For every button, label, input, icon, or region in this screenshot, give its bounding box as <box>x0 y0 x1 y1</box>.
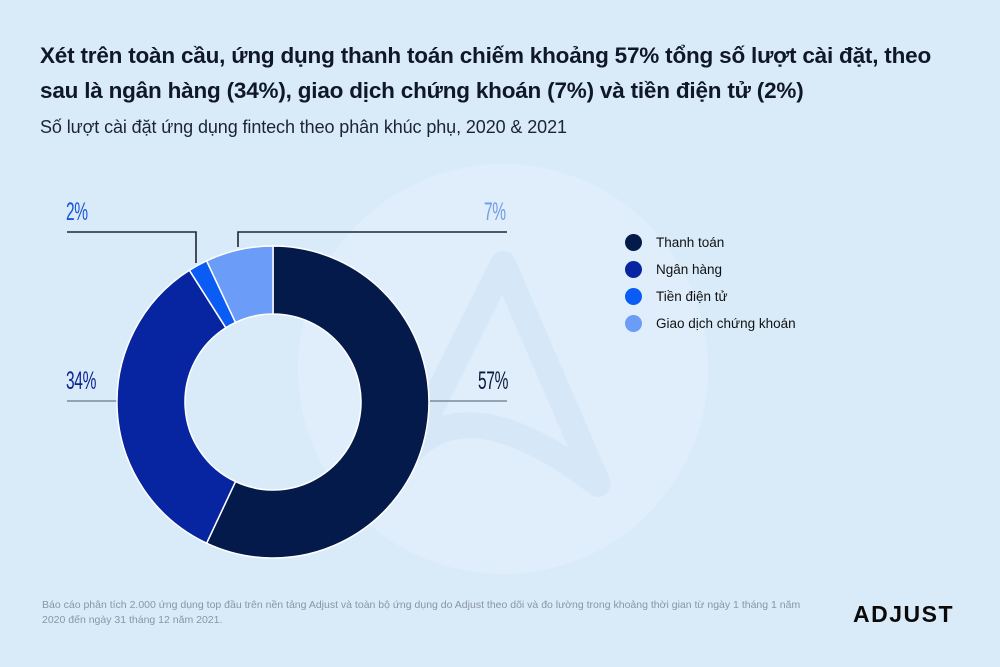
footnote: Báo cáo phân tích 2.000 ứng dụng top đầu… <box>42 599 801 626</box>
legend-label: Tiền điện tử <box>656 289 728 304</box>
legend-item-crypto[interactable]: Tiền điện tử <box>625 283 796 310</box>
chart-legend: Thanh toán Ngân hàng Tiền điện tử Giao d… <box>625 229 796 337</box>
slice-banking[interactable] <box>116 269 237 545</box>
legend-dot-icon <box>625 288 642 305</box>
label-crypto: 2% <box>66 198 88 226</box>
legend-dot-icon <box>625 234 642 251</box>
legend-dot-icon <box>625 261 642 278</box>
leader-line-crypto <box>67 231 197 263</box>
slice-payments[interactable] <box>205 245 430 559</box>
legend-label: Thanh toán <box>656 235 725 250</box>
legend-label: Ngân hàng <box>656 262 723 277</box>
label-banking: 34% <box>66 367 97 395</box>
label-trading: 7% <box>484 198 506 226</box>
label-payments: 57% <box>478 367 509 395</box>
legend-label: Giao dịch chứng khoán <box>656 316 796 331</box>
legend-item-trading[interactable]: Giao dịch chứng khoán <box>625 310 796 337</box>
chart-title: Xét trên toàn cầu, ứng dụng thanh toán c… <box>40 43 931 103</box>
legend-item-banking[interactable]: Ngân hàng <box>625 256 796 283</box>
chart-subtitle: Số lượt cài đặt ứng dụng fintech theo ph… <box>40 117 567 137</box>
legend-dot-icon <box>625 315 642 332</box>
slice-trading[interactable] <box>205 245 274 324</box>
legend-item-payments[interactable]: Thanh toán <box>625 229 796 256</box>
adjust-logo: ADJUST <box>853 601 955 627</box>
leader-line-trading <box>237 231 507 247</box>
